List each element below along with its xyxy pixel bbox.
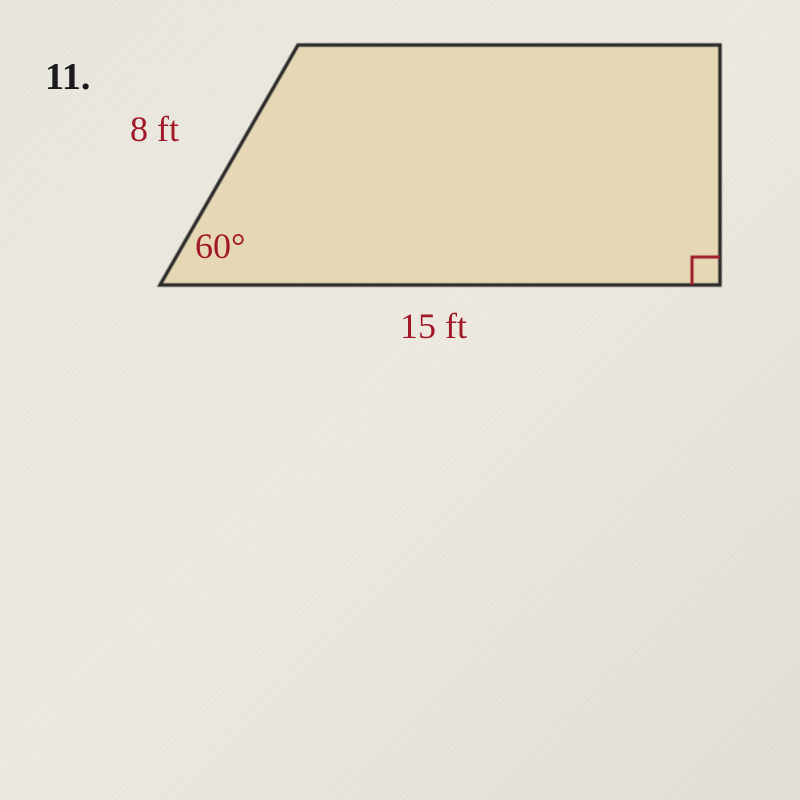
problem-number: 11. (45, 55, 90, 99)
trapezoid-diagram (100, 35, 760, 315)
geometry-problem: 11. 8 ft 60° 15 ft (0, 0, 800, 800)
angle-label: 60° (195, 225, 245, 267)
side-length-left-label: 8 ft (130, 108, 179, 150)
side-length-bottom-label: 15 ft (400, 305, 467, 347)
